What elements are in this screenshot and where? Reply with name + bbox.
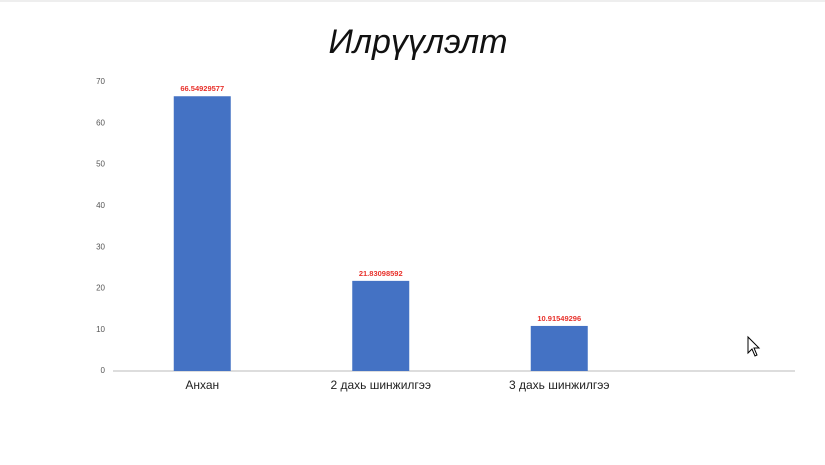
bar: [352, 280, 410, 371]
bar: [530, 325, 588, 371]
y-tick-label: 70: [96, 77, 105, 86]
x-tick-label: 3 дахь шинжилгээ: [509, 378, 610, 392]
value-label: 10.91549296: [537, 314, 581, 323]
mouse-cursor: [747, 335, 761, 357]
value-label: 21.83098592: [359, 269, 403, 278]
chart-title: Илрүүлэлт: [328, 23, 507, 61]
y-tick-label: 60: [96, 118, 105, 127]
x-tick-label: 2 дахь шинжилгээ: [330, 378, 431, 392]
y-tick-label: 50: [96, 160, 105, 169]
bar: [173, 96, 231, 372]
y-tick-label: 0: [101, 366, 106, 375]
y-tick-label: 30: [96, 242, 105, 251]
y-tick-label: 10: [96, 325, 105, 334]
y-tick-label: 40: [96, 201, 105, 210]
y-tick-label: 20: [96, 284, 105, 293]
x-tick-label: Анхан: [185, 378, 219, 392]
value-label: 66.54929577: [180, 84, 224, 93]
